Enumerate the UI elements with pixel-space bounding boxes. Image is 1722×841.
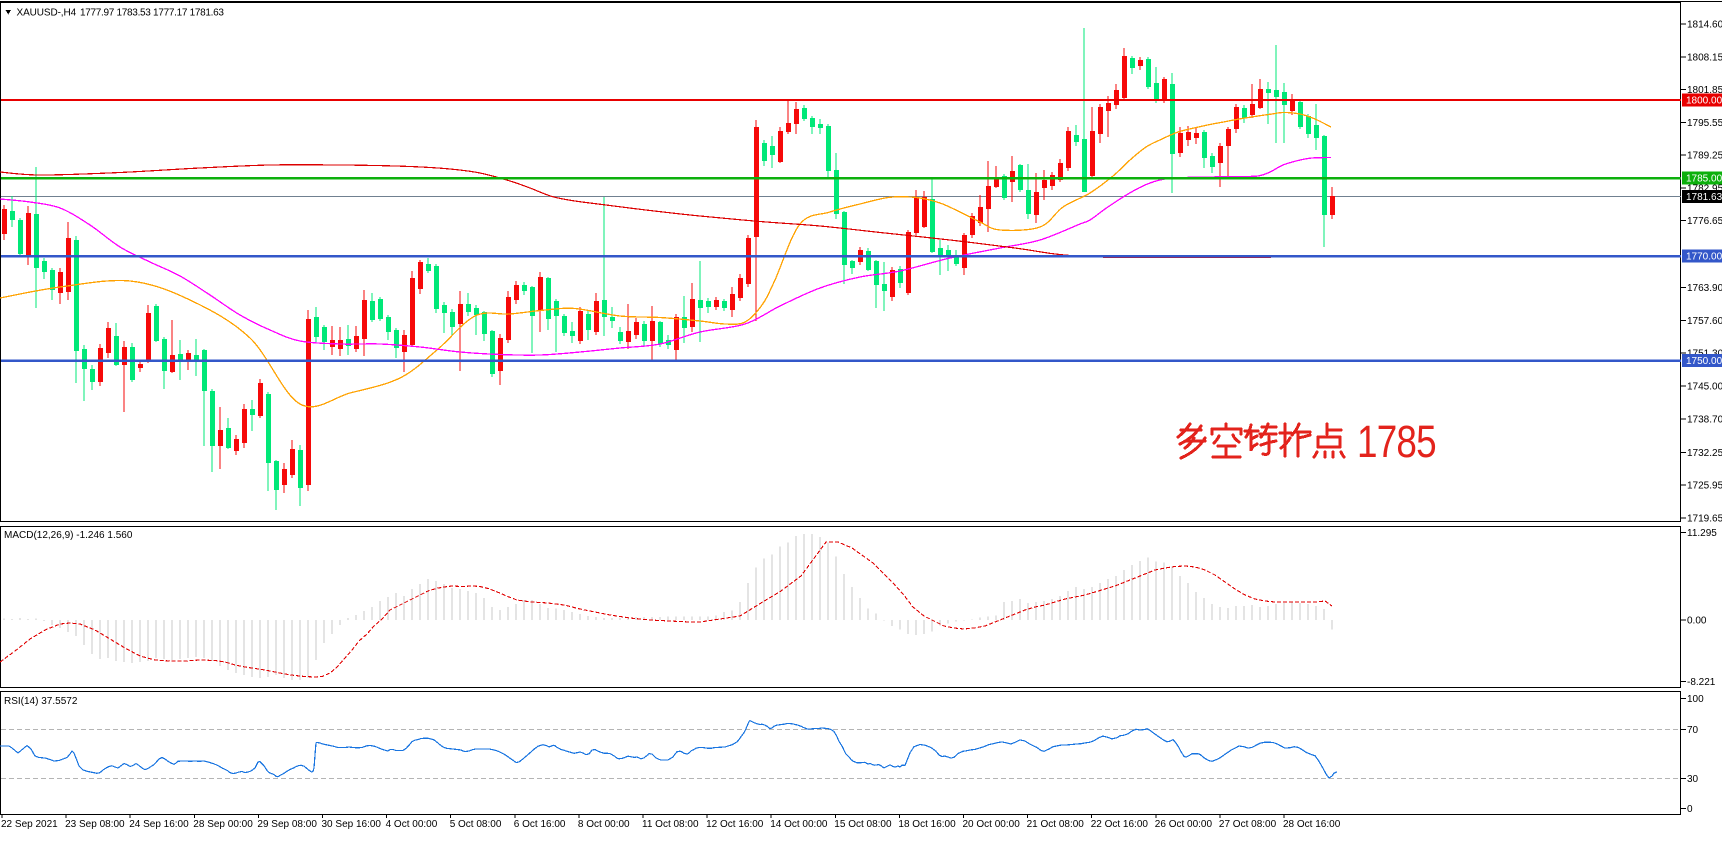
svg-text:XAUUSD-,H4: XAUUSD-,H4 — [17, 8, 77, 19]
svg-text:1719.65: 1719.65 — [1687, 513, 1722, 524]
svg-text:1725.95: 1725.95 — [1687, 480, 1722, 491]
svg-text:1763.90: 1763.90 — [1687, 283, 1722, 294]
svg-text:30 Sep 16:00: 30 Sep 16:00 — [322, 819, 382, 830]
svg-text:100: 100 — [1687, 694, 1704, 705]
svg-text:12 Oct 16:00: 12 Oct 16:00 — [706, 819, 764, 830]
svg-text:28 Oct 16:00: 28 Oct 16:00 — [1283, 819, 1341, 830]
svg-text:-8.221: -8.221 — [1687, 677, 1716, 688]
svg-text:1785.00: 1785.00 — [1686, 174, 1722, 185]
svg-text:11.295: 11.295 — [1687, 528, 1717, 539]
svg-text:1814.60: 1814.60 — [1687, 20, 1722, 31]
svg-text:1795.55: 1795.55 — [1687, 118, 1722, 129]
svg-text:14 Oct 00:00: 14 Oct 00:00 — [770, 819, 828, 830]
svg-text:5 Oct 08:00: 5 Oct 08:00 — [450, 819, 502, 830]
svg-text:15 Oct 08:00: 15 Oct 08:00 — [834, 819, 892, 830]
svg-text:1750.00: 1750.00 — [1686, 356, 1722, 367]
svg-text:11 Oct 08:00: 11 Oct 08:00 — [642, 819, 699, 830]
svg-text:1745.00: 1745.00 — [1687, 382, 1722, 393]
svg-text:0: 0 — [1687, 804, 1693, 815]
svg-text:1808.15: 1808.15 — [1687, 52, 1722, 63]
svg-text:1789.25: 1789.25 — [1687, 151, 1722, 162]
svg-text:24 Sep 16:00: 24 Sep 16:00 — [129, 819, 189, 830]
svg-text:1757.60: 1757.60 — [1687, 316, 1722, 327]
svg-text:1801.85: 1801.85 — [1687, 85, 1722, 96]
svg-text:1781.63: 1781.63 — [1686, 192, 1722, 203]
svg-text:27 Oct 08:00: 27 Oct 08:00 — [1219, 819, 1277, 830]
svg-text:4 Oct 00:00: 4 Oct 00:00 — [386, 819, 438, 830]
svg-text:1777.97 1783.53 1777.17 1781.6: 1777.97 1783.53 1777.17 1781.63 — [80, 8, 224, 19]
svg-text:28 Sep 00:00: 28 Sep 00:00 — [193, 819, 253, 830]
svg-text:22 Oct 16:00: 22 Oct 16:00 — [1091, 819, 1149, 830]
svg-text:30: 30 — [1687, 774, 1699, 785]
svg-text:26 Oct 00:00: 26 Oct 00:00 — [1155, 819, 1213, 830]
svg-text:29 Sep 08:00: 29 Sep 08:00 — [257, 819, 317, 830]
svg-text:RSI(14) 37.5572: RSI(14) 37.5572 — [4, 696, 78, 707]
svg-text:1732.25: 1732.25 — [1687, 448, 1722, 459]
svg-text:1776.65: 1776.65 — [1687, 216, 1722, 227]
svg-text:22 Sep 2021: 22 Sep 2021 — [1, 819, 58, 830]
svg-text:8 Oct 00:00: 8 Oct 00:00 — [578, 819, 630, 830]
svg-text:1770.00: 1770.00 — [1686, 252, 1722, 263]
svg-text:6 Oct 16:00: 6 Oct 16:00 — [514, 819, 566, 830]
svg-text:70: 70 — [1687, 725, 1699, 736]
svg-text:20 Oct 00:00: 20 Oct 00:00 — [963, 819, 1021, 830]
svg-text:1800.00: 1800.00 — [1686, 96, 1722, 107]
svg-text:18 Oct 16:00: 18 Oct 16:00 — [898, 819, 956, 830]
svg-text:0.00: 0.00 — [1687, 615, 1707, 626]
svg-text:MACD(12,26,9) -1.246 1.560: MACD(12,26,9) -1.246 1.560 — [4, 530, 133, 541]
svg-text:23 Sep 08:00: 23 Sep 08:00 — [65, 819, 125, 830]
svg-text:21 Oct 08:00: 21 Oct 08:00 — [1027, 819, 1085, 830]
svg-text:1738.70: 1738.70 — [1687, 414, 1722, 425]
svg-text:1785: 1785 — [1357, 417, 1436, 467]
svg-text:1782.95: 1782.95 — [1687, 183, 1722, 194]
